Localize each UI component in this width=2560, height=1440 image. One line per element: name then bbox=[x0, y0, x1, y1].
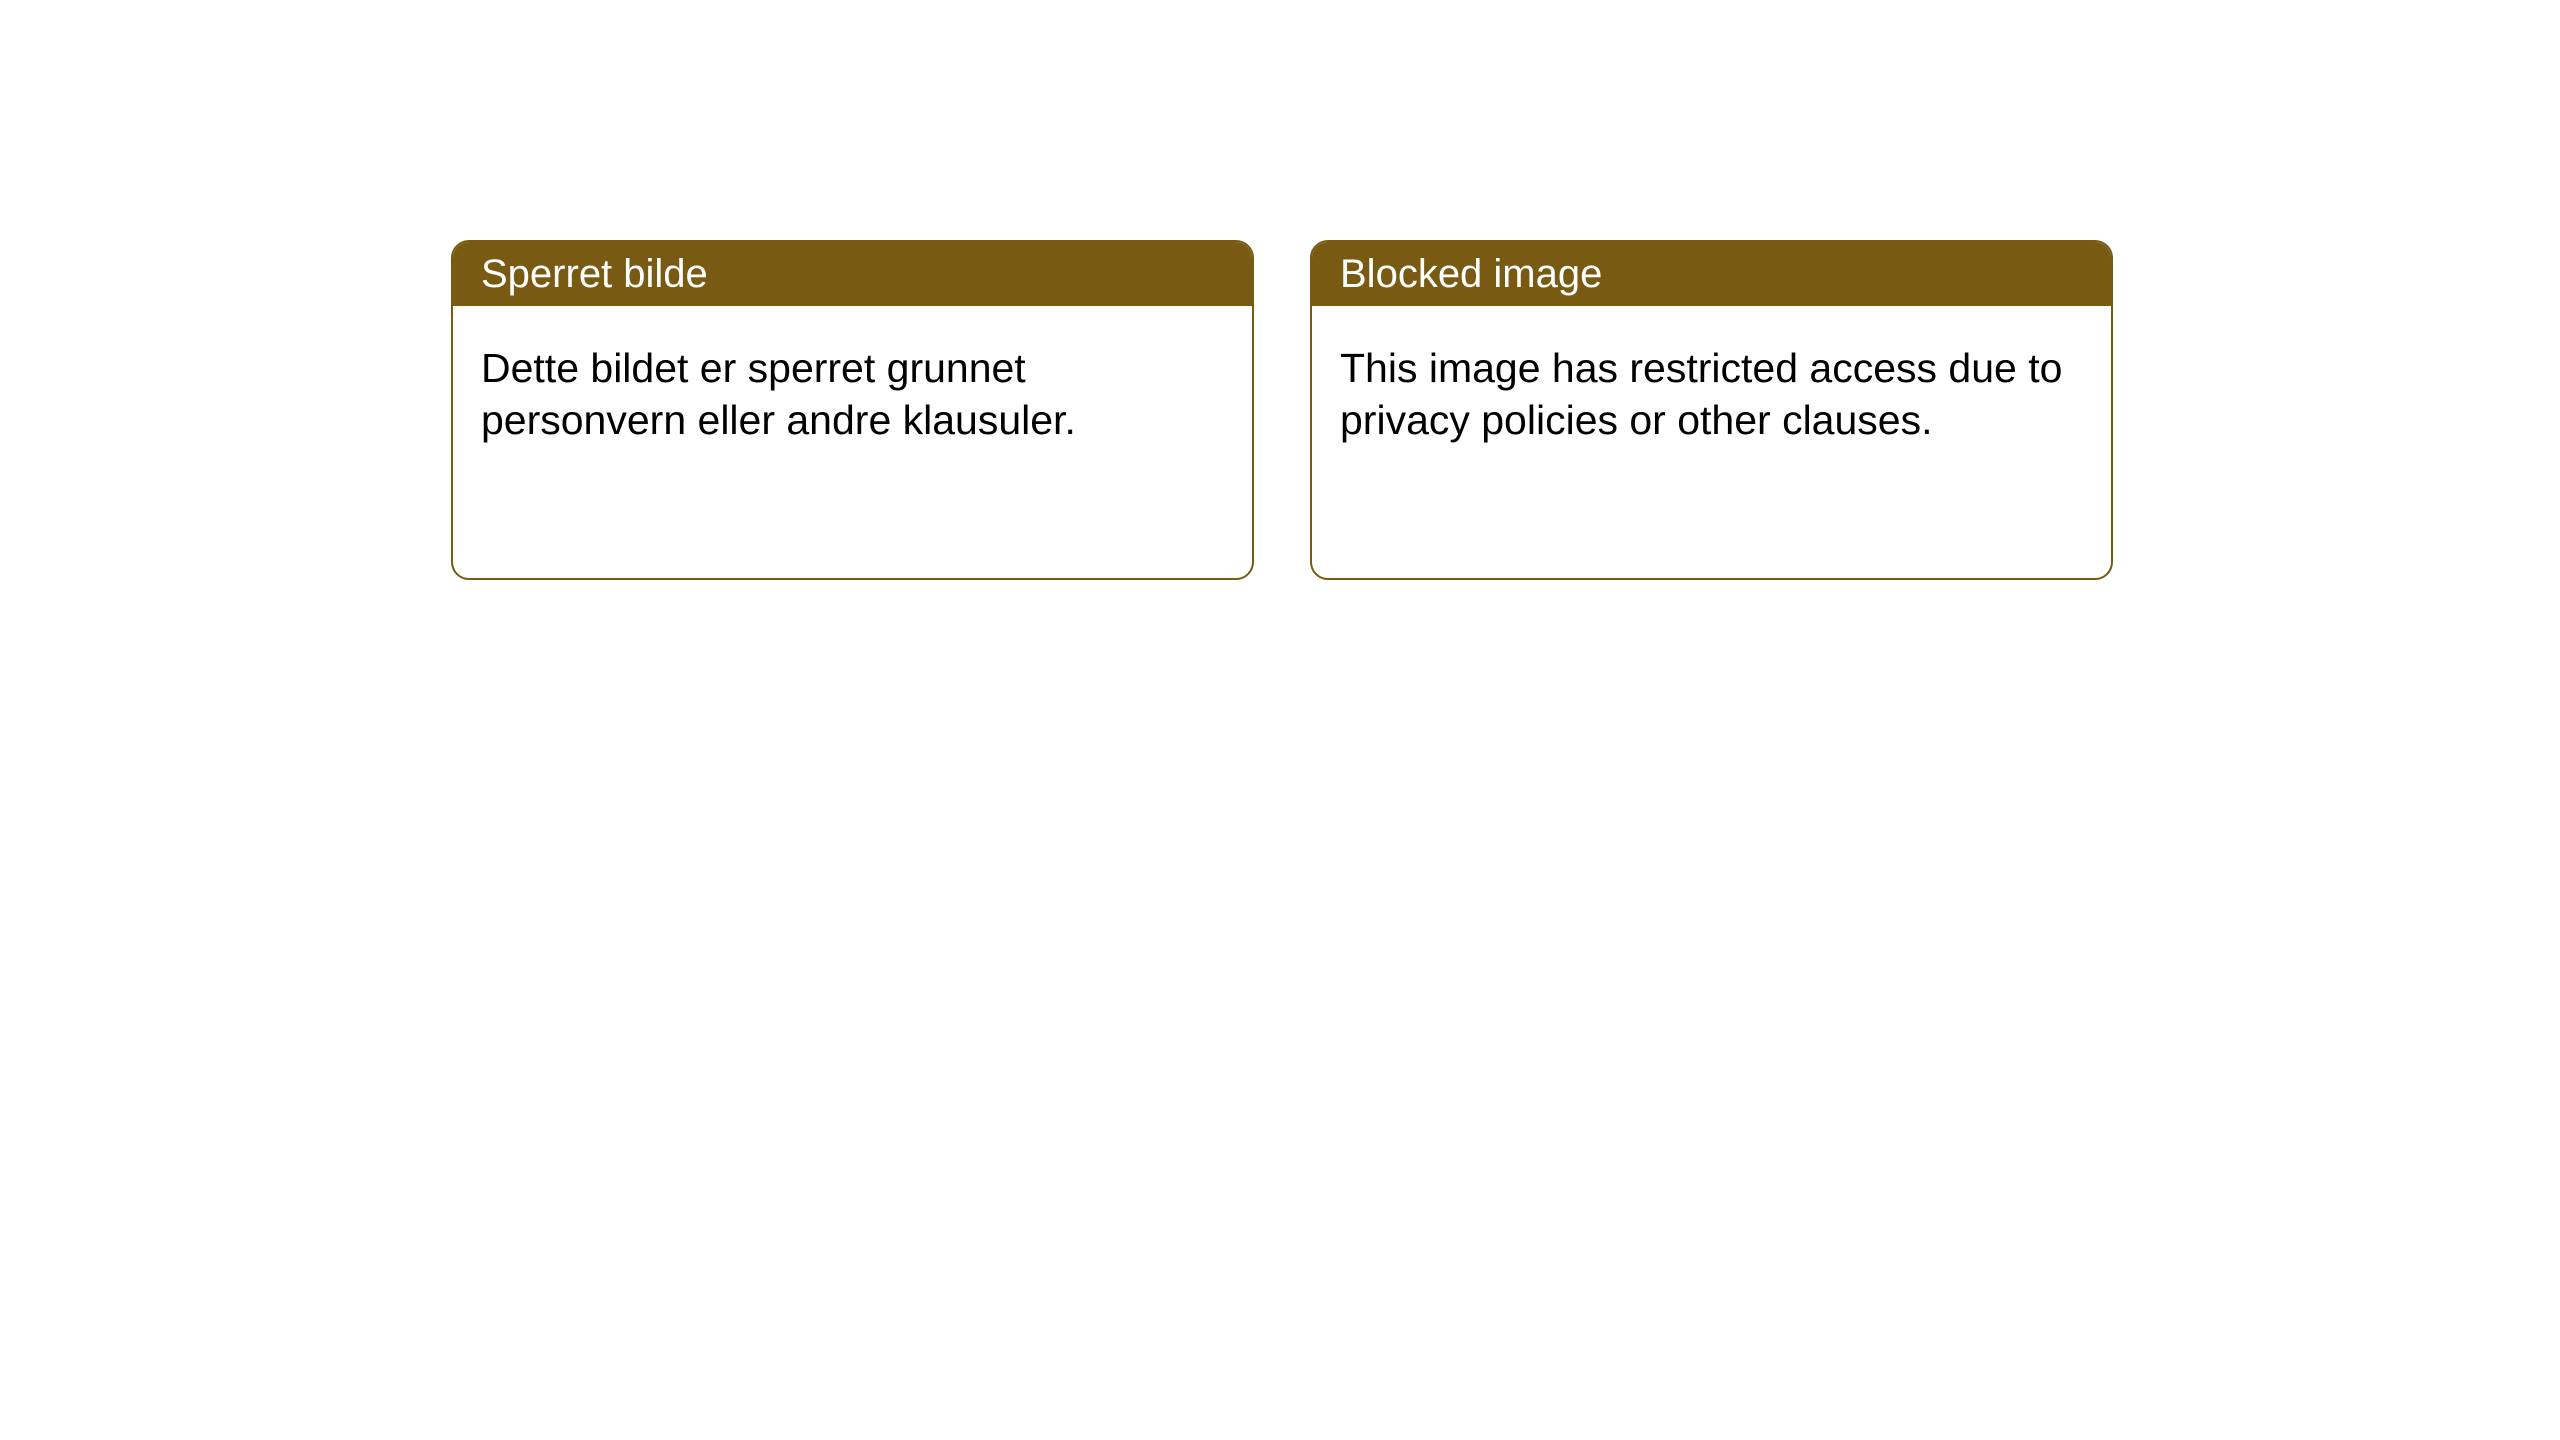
card-body-text: Dette bildet er sperret grunnet personve… bbox=[481, 345, 1076, 443]
card-body: Dette bildet er sperret grunnet personve… bbox=[453, 306, 1252, 483]
notice-card-norwegian: Sperret bilde Dette bildet er sperret gr… bbox=[451, 240, 1254, 580]
card-header: Sperret bilde bbox=[453, 242, 1252, 306]
notice-card-container: Sperret bilde Dette bildet er sperret gr… bbox=[451, 240, 2113, 580]
card-title: Sperret bilde bbox=[481, 252, 708, 296]
card-header: Blocked image bbox=[1312, 242, 2111, 306]
card-title: Blocked image bbox=[1340, 252, 1602, 296]
card-body-text: This image has restricted access due to … bbox=[1340, 345, 2062, 443]
notice-card-english: Blocked image This image has restricted … bbox=[1310, 240, 2113, 580]
card-body: This image has restricted access due to … bbox=[1312, 306, 2111, 483]
